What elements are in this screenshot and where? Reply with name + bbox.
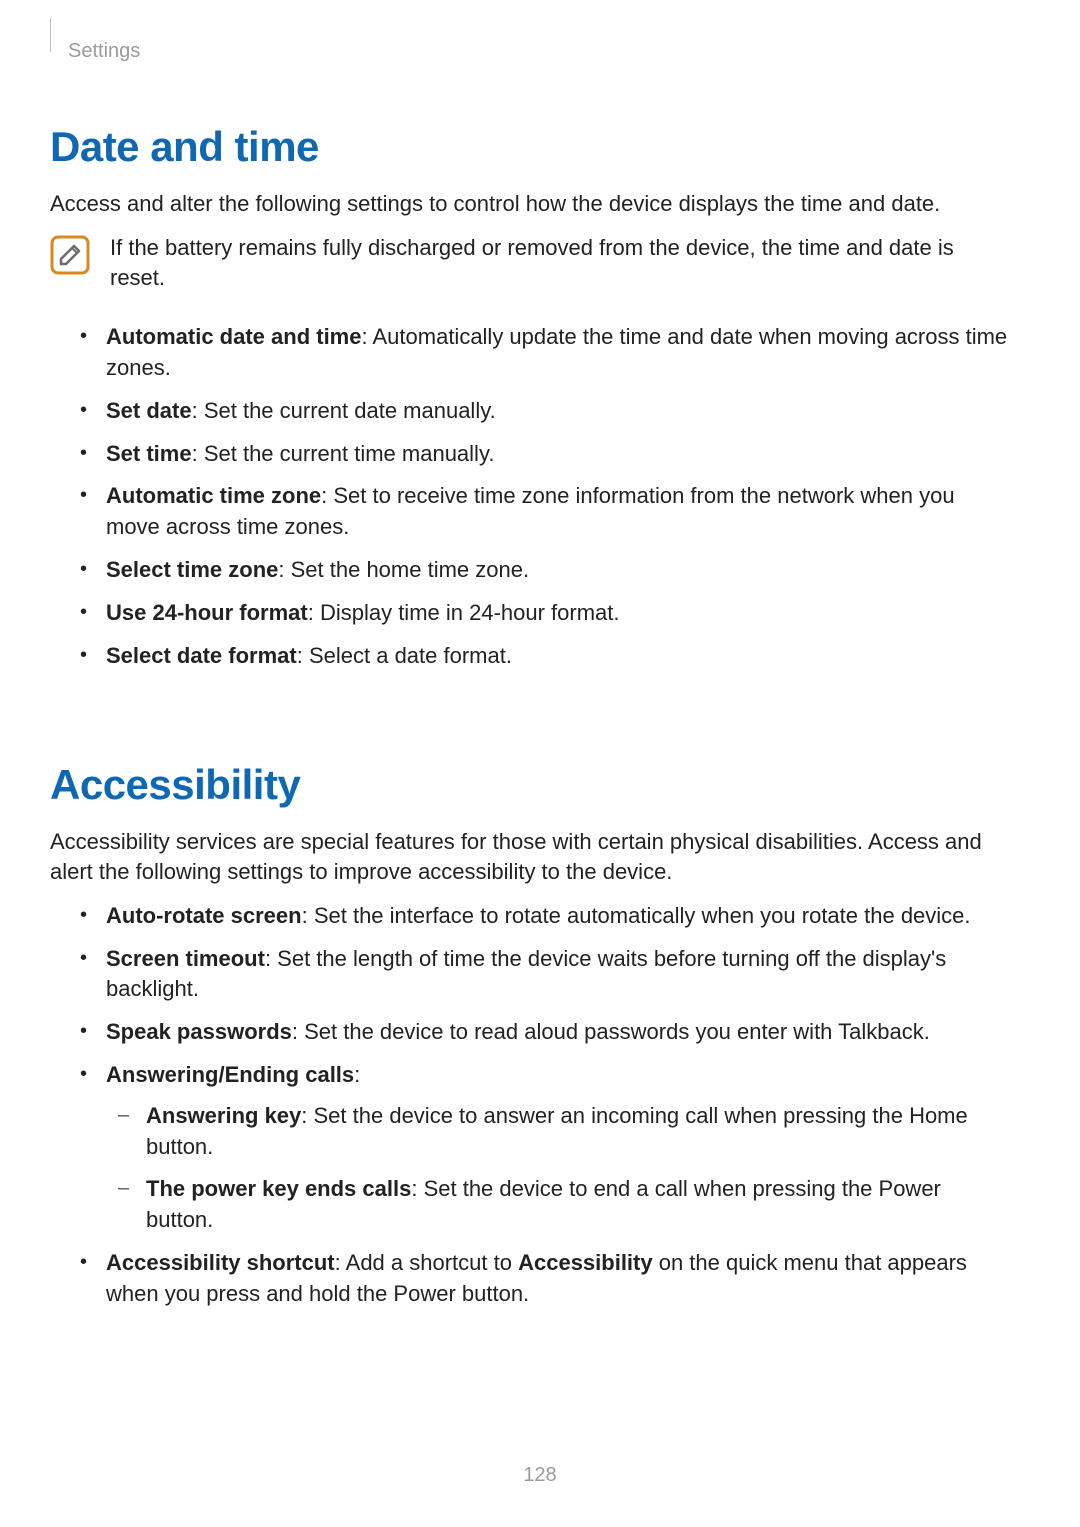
note-pencil-icon xyxy=(50,235,90,275)
section-intro: Accessibility services are special featu… xyxy=(50,827,1010,886)
item-label: Answering/Ending calls xyxy=(106,1062,354,1087)
item-desc-bold: Accessibility xyxy=(518,1250,653,1275)
item-label: Use 24-hour format xyxy=(106,600,308,625)
item-desc: : Select a date format. xyxy=(297,643,512,668)
item-desc: : Set the current time manually. xyxy=(192,441,495,466)
list-item: Speak passwords: Set the device to read … xyxy=(58,1017,1010,1048)
item-label: Set date xyxy=(106,398,192,423)
list-item: Automatic date and time: Automatically u… xyxy=(58,322,1010,384)
section-intro: Access and alter the following settings … xyxy=(50,189,1010,219)
item-label: Accessibility shortcut xyxy=(106,1250,335,1275)
note-block: If the battery remains fully discharged … xyxy=(50,233,1010,295)
list-item: Select time zone: Set the home time zone… xyxy=(58,555,1010,586)
item-label: Select date format xyxy=(106,643,297,668)
list-item: Automatic time zone: Set to receive time… xyxy=(58,481,1010,543)
header-divider xyxy=(50,18,51,52)
list-item: Answering/Ending calls: Answering key: S… xyxy=(58,1060,1010,1236)
item-desc: : Set the current date manually. xyxy=(192,398,496,423)
bullet-list-date-time: Automatic date and time: Automatically u… xyxy=(50,322,1010,671)
item-desc: : Set the interface to rotate automatica… xyxy=(302,903,971,928)
list-item: Select date format: Select a date format… xyxy=(58,641,1010,672)
item-label: Speak passwords xyxy=(106,1019,292,1044)
list-item: Screen timeout: Set the length of time t… xyxy=(58,944,1010,1006)
item-desc: : Set the device to read aloud passwords… xyxy=(292,1019,930,1044)
page: Settings Date and time Access and alter … xyxy=(0,0,1080,1527)
page-number: 128 xyxy=(0,1464,1080,1487)
list-item: Set time: Set the current time manually. xyxy=(58,439,1010,470)
section-title-accessibility: Accessibility xyxy=(50,761,1010,809)
item-label: Automatic date and time xyxy=(106,324,361,349)
list-item: Accessibility shortcut: Add a shortcut t… xyxy=(58,1248,1010,1310)
item-label: Set time xyxy=(106,441,192,466)
sub-bullet-list: Answering key: Set the device to answer … xyxy=(106,1101,1010,1236)
item-desc: : Display time in 24-hour format. xyxy=(308,600,620,625)
breadcrumb: Settings xyxy=(68,40,1010,63)
bullet-list-accessibility: Auto-rotate screen: Set the interface to… xyxy=(50,901,1010,1310)
list-item: Use 24-hour format: Display time in 24-h… xyxy=(58,598,1010,629)
item-label: Automatic time zone xyxy=(106,483,321,508)
list-item: Auto-rotate screen: Set the interface to… xyxy=(58,901,1010,932)
item-desc: : xyxy=(354,1062,360,1087)
item-label: Select time zone xyxy=(106,557,278,582)
list-item: Set date: Set the current date manually. xyxy=(58,396,1010,427)
sub-list-item: Answering key: Set the device to answer … xyxy=(106,1101,1010,1163)
item-desc: : Set the home time zone. xyxy=(278,557,529,582)
subitem-label: Answering key xyxy=(146,1103,301,1128)
sub-list-item: The power key ends calls: Set the device… xyxy=(106,1174,1010,1236)
item-label: Screen timeout xyxy=(106,946,265,971)
item-desc-pre: : Add a shortcut to xyxy=(335,1250,518,1275)
item-label: Auto-rotate screen xyxy=(106,903,302,928)
section-title-date-time: Date and time xyxy=(50,123,1010,171)
note-text: If the battery remains fully discharged … xyxy=(110,233,1010,295)
subitem-label: The power key ends calls xyxy=(146,1176,411,1201)
